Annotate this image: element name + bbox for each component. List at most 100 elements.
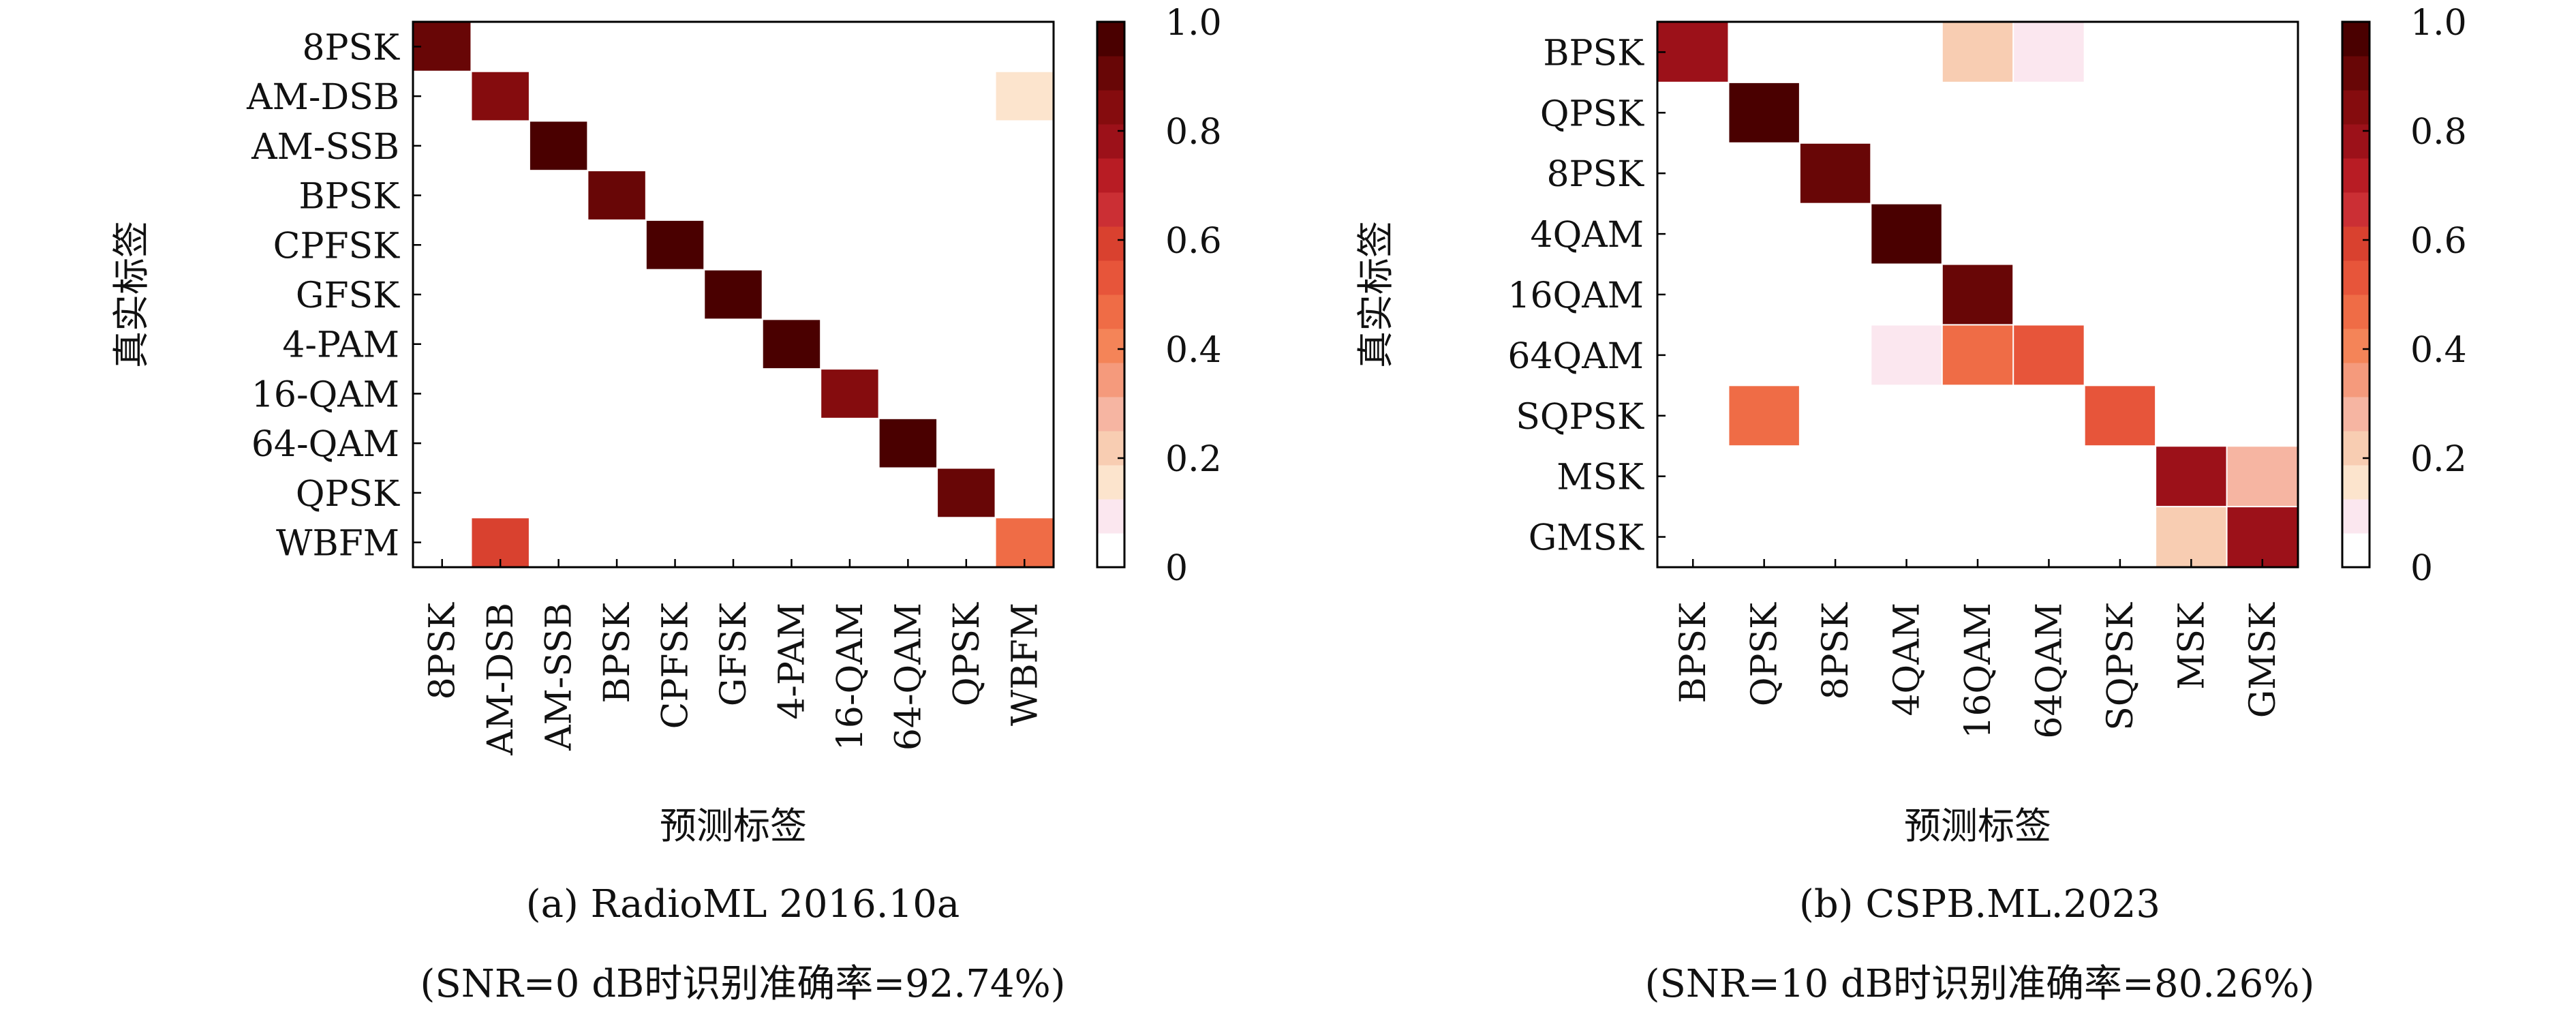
colorbar-segment xyxy=(2342,192,2370,227)
heatmap-cell xyxy=(2227,447,2297,507)
panel-a-radioml: 8PSK AM-DSB AM-SSB BPSK CPFSK GFSK 4-PAM 16-QAM… xyxy=(110,3,1222,1006)
panel-caption: (b) CSPB.ML.2023 xyxy=(1799,882,2160,926)
heatmap-cell xyxy=(1942,265,2013,325)
heatmap-cell xyxy=(588,171,645,220)
x-tick-label: 64-QAM xyxy=(888,603,929,751)
y-tick-label: 8PSK xyxy=(1546,154,1644,195)
x-tick-label: 8PSK xyxy=(1815,602,1856,700)
y-axis-label: 真实标签 xyxy=(1354,221,1397,368)
y-tick-label: 4-PAM xyxy=(282,325,399,366)
colorbar-segment xyxy=(2342,22,2370,57)
panel-subcaption: (SNR=10 dB时识别准确率=80.26%) xyxy=(1645,962,2315,1006)
y-tick-label: BPSK xyxy=(1543,33,1644,74)
colorbar-tick-label: 0 xyxy=(2410,548,2433,589)
colorbar-segment xyxy=(2342,465,2370,500)
heatmap-cell xyxy=(1658,22,1728,82)
colorbar-segment xyxy=(2342,56,2370,91)
x-tick-label: GMSK xyxy=(2243,602,2284,718)
colorbar-segment xyxy=(2342,124,2370,159)
y-tick-label: GMSK xyxy=(1529,518,1644,559)
y-tick-label: BPSK xyxy=(298,177,400,217)
y-tick-label: AM-SSB xyxy=(251,127,399,168)
heatmap-cell xyxy=(938,468,995,517)
y-axis-label: 真实标签 xyxy=(110,221,153,368)
heatmap-cell xyxy=(821,369,878,418)
x-tick-label: 64QAM xyxy=(2029,603,2070,739)
colorbar-frame xyxy=(1096,20,1126,569)
panel-subcaption: (SNR=0 dB时识别准确率=92.74%) xyxy=(420,962,1065,1006)
y-tick-label: GFSK xyxy=(296,275,400,316)
heatmap-cell xyxy=(1871,204,1942,264)
y-tick-label: 64-QAM xyxy=(251,424,399,465)
y-tick-label: 16-QAM xyxy=(251,374,399,415)
colorbar-segment xyxy=(1097,329,1124,363)
y-tick-label: 4QAM xyxy=(1530,215,1644,256)
heatmap-cell xyxy=(996,518,1053,567)
heatmap-cell xyxy=(414,22,471,71)
y-tick-label: QPSK xyxy=(296,474,400,515)
panel-b-cspb: BPSK QPSK 8PSK 4QAM 16QAM 64QAM SQPSK MSK GMSK BP… xyxy=(1354,3,2467,1006)
colorbar-tick-label: 0.8 xyxy=(1165,112,1222,153)
heatmap-cell xyxy=(2227,507,2297,567)
colorbar-segment xyxy=(2342,329,2370,363)
colorbar-segment xyxy=(1097,465,1124,500)
colorbar-frame xyxy=(2341,20,2371,569)
colorbar-segment xyxy=(1097,226,1124,261)
y-tick-label: WBFM xyxy=(276,524,399,564)
x-tick-label: CPFSK xyxy=(656,602,696,729)
colorbar-segment xyxy=(2342,90,2370,125)
colorbar-segment xyxy=(1097,397,1124,432)
x-axis-label: 预测标签 xyxy=(1904,804,2051,847)
x-tick-label: 4-PAM xyxy=(771,603,812,720)
x-tick-label: 16-QAM xyxy=(830,603,871,751)
colorbar-tick-label: 0 xyxy=(1165,548,1188,589)
colorbar-tick-label: 0.2 xyxy=(2410,439,2467,480)
x-tick-label: 16QAM xyxy=(1958,603,1999,739)
x-tick-label: AM-SSB xyxy=(539,603,580,751)
heatmap-cell xyxy=(1800,143,1871,203)
colorbar-segment xyxy=(2342,158,2370,193)
heatmap-cell xyxy=(1729,82,1799,142)
colorbar-segment xyxy=(2342,295,2370,329)
colorbar-segment xyxy=(2342,226,2370,261)
panel-caption: (a) RadioML 2016.10a xyxy=(526,882,960,926)
colorbar-segment xyxy=(1097,56,1124,91)
x-tick-label: QPSK xyxy=(947,602,987,706)
colorbar-segment xyxy=(1097,295,1124,329)
colorbar-tick-label: 0.2 xyxy=(1165,439,1222,480)
colorbar-segment xyxy=(1097,124,1124,159)
colorbar-tick-label: 0.4 xyxy=(2410,330,2467,371)
heatmap-cell xyxy=(1729,386,1799,446)
y-tick-label: QPSK xyxy=(1540,93,1644,134)
colorbar-segment xyxy=(1097,499,1124,534)
heatmap-cell xyxy=(996,72,1053,121)
colorbar-segment xyxy=(1097,22,1124,57)
heatmap-cell xyxy=(2085,386,2156,446)
heatmap-cell xyxy=(646,220,704,269)
x-tick-label: AM-DSB xyxy=(480,603,521,756)
heatmap-cell xyxy=(472,518,529,567)
heatmap-cell xyxy=(1871,325,1942,385)
heatmap-cell xyxy=(2156,507,2226,567)
heatmap-cell xyxy=(1942,325,2013,385)
colorbar-tick-label: 0.8 xyxy=(2410,112,2467,153)
colorbar-tick-label: 1.0 xyxy=(2410,3,2467,44)
colorbar-segment xyxy=(1097,90,1124,125)
y-tick-label: 8PSK xyxy=(302,27,400,68)
colorbar-segment xyxy=(2342,499,2370,534)
colorbar-segment xyxy=(2342,363,2370,397)
heatmap-cell xyxy=(472,72,529,121)
y-tick-label: MSK xyxy=(1557,457,1644,498)
heatmap-cell xyxy=(2014,22,2084,82)
x-tick-label: MSK xyxy=(2171,602,2212,690)
heatmap-cell xyxy=(2156,447,2226,507)
heatmap-cell xyxy=(2014,325,2084,385)
x-tick-label: BPSK xyxy=(597,602,638,704)
y-tick-label: AM-DSB xyxy=(246,77,399,118)
heatmap-cell xyxy=(705,270,762,319)
heatmap-cell xyxy=(1942,22,2013,82)
y-tick-label: 64QAM xyxy=(1507,336,1644,377)
heatmap-cell xyxy=(879,419,937,468)
colorbar-segment xyxy=(1097,158,1124,193)
